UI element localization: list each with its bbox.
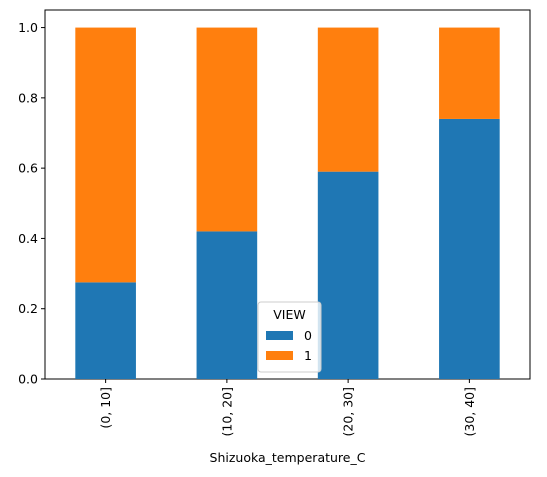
x-tick-label: (0, 10] — [98, 387, 113, 429]
y-tick-label: 0.8 — [18, 90, 38, 105]
y-tick-label: 1.0 — [18, 20, 38, 35]
y-tick-label: 0.4 — [18, 231, 38, 246]
bar-segment — [75, 27, 136, 283]
legend-swatch — [266, 331, 293, 340]
legend-title: VIEW — [273, 307, 306, 322]
bar-segment — [317, 171, 379, 379]
legend-swatch — [266, 351, 293, 360]
x-axis-label: Shizuoka_temperature_C — [210, 450, 366, 465]
plot-frame — [44, 9, 531, 380]
bar-segment — [439, 118, 500, 379]
bar-segment — [196, 27, 258, 232]
legend-label: 0 — [304, 328, 312, 343]
y-tick-label: 0.0 — [18, 372, 38, 387]
legend-label: 1 — [304, 348, 312, 363]
x-tick-label: (20, 30] — [341, 387, 356, 437]
x-tick-label: (10, 20] — [219, 387, 234, 437]
x-tick-label: (30, 40] — [462, 387, 477, 437]
y-tick-label: 0.6 — [18, 161, 38, 176]
bar-segment — [317, 27, 379, 172]
bar-segment — [196, 231, 258, 379]
bar-segment — [75, 282, 136, 379]
bar-segment — [439, 27, 500, 119]
y-tick-label: 0.2 — [18, 301, 38, 316]
